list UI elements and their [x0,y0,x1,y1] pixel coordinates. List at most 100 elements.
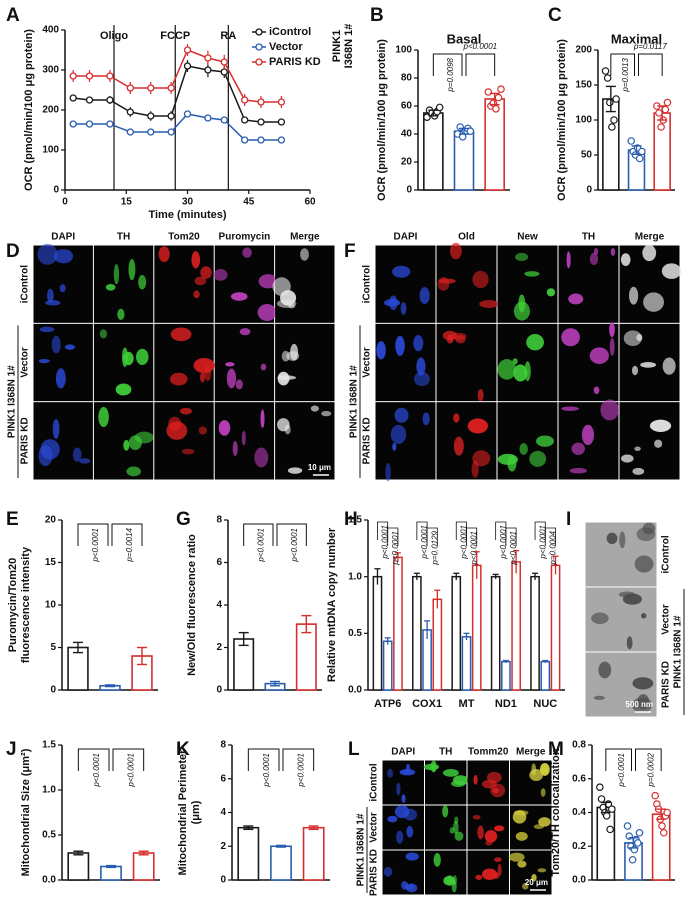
side-label: PINK1 I368N 1# [356,813,367,886]
significance-bracket [605,748,632,771]
y-axis-label: Mitochondrial Size (μm²) [20,748,32,876]
panel-letter: G [176,509,191,530]
y-tick-label: 6 [220,773,226,784]
cell-signal [403,808,417,821]
cell-signal [661,263,682,279]
cell-signal [392,265,411,278]
cell-signal [475,874,483,880]
row-label: PARIS KD [362,417,373,464]
data-point [658,822,666,830]
cell-signal [513,364,528,382]
data-point [85,72,94,80]
legend-label: PARIS KD [269,56,321,68]
y-tick-label: 4 [216,600,222,611]
y-tick-label: 20 [401,157,413,168]
cell-signal [419,287,430,305]
panel-letter: K [176,739,190,760]
panel-letter: F [344,241,356,262]
cell-signal [593,386,600,395]
y-tick-label: 1.0 [42,785,56,796]
cell-signal [300,248,309,261]
cell-signal [517,860,527,868]
micrograph [214,323,275,402]
cell-signal [272,277,291,296]
cell-signal [546,288,556,297]
cell-signal [281,350,290,362]
y-tick-label: 0.5 [348,628,362,639]
cell-signal [537,868,547,873]
data-point [147,112,155,120]
significance-bracket [77,523,109,546]
data-point [147,84,155,92]
bar [432,598,443,691]
bar [471,564,482,691]
data-point [435,103,444,112]
cell-signal [522,882,529,890]
cell-signal [399,769,416,776]
p-value: p<0.0001 [262,753,271,788]
y-axis-label: Relative mtDNA copy number [326,527,338,682]
cell-signal [213,269,228,281]
cell-signal [126,466,141,477]
data-point [204,114,212,122]
x-tick-label: ND1 [495,698,517,710]
cell-signal [477,389,484,402]
y-tick-label: 0.6 [572,773,586,784]
y-axis-label: fluorescence intensity [20,546,32,663]
cell-signal [198,426,207,435]
significance-bracket [635,748,662,771]
p-value: p=0.0013 [621,57,630,92]
cell-signal [135,348,149,366]
micrograph [33,402,93,480]
bar [67,852,90,881]
column-header: New [517,232,538,243]
row-label: PARIS KD [20,417,31,464]
y-tick-label: 40 [401,129,413,140]
data-point [85,96,94,104]
data-point [623,822,632,830]
column-header: DAPI [394,232,418,243]
x-tick-label: 0 [62,197,68,208]
data-point [608,805,616,813]
p-value: p<0.0001 [391,531,400,566]
data-point [596,783,604,791]
cell-signal [170,327,192,342]
column-header: Tom20 [168,232,200,243]
data-point [69,72,77,80]
data-point [106,72,114,80]
cell-signal [433,852,441,867]
data-point [612,95,620,103]
cell-signal [235,379,243,390]
cell-signal [497,359,517,380]
y-tick-label: 300 [42,65,59,76]
y-tick-label: 0.4 [572,807,586,818]
y-tick-label: 0.2 [572,841,586,852]
p-value: p<0.0001 [420,525,429,560]
p-value: p<0.0001 [499,525,508,560]
cell-signal [260,409,265,429]
data-point [638,147,646,156]
cell-signal [405,883,418,893]
significance-bracket [466,527,478,546]
cell-signal [387,768,394,778]
data-point [220,116,228,124]
bar [295,623,317,691]
cell-signal [642,522,656,535]
data-point [167,112,175,120]
cell-signal [387,815,398,823]
data-point [484,88,493,96]
data-point [220,58,228,66]
y-tick-label: 10 [45,600,57,611]
cell-signal [484,830,498,843]
p-value: p<0.0001 [470,531,479,566]
cell-signal [626,636,633,650]
x-tick-label: NUC [533,698,557,710]
cell-signal [467,418,488,434]
row-label: Vector [362,347,373,378]
significance-bracket [112,748,145,771]
cell-signal [113,264,120,285]
x-tick-label: 60 [304,197,316,208]
y-axis-label: Mitochondrial Perimeter [177,749,189,876]
data-point [603,74,612,82]
cell-signal [437,277,450,291]
